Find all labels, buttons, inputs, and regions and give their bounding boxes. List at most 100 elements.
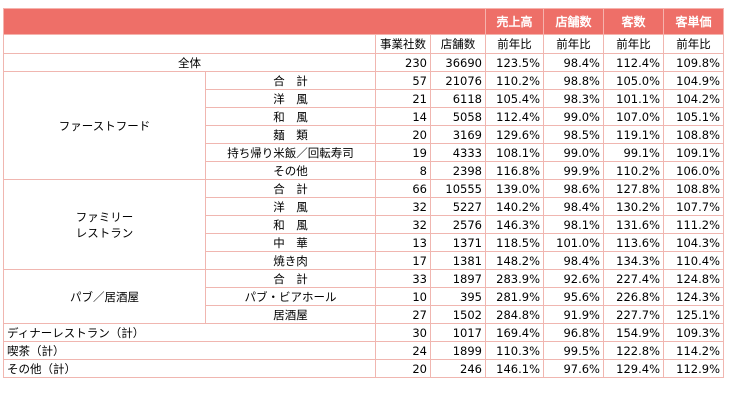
cell-companies: 30 xyxy=(375,323,431,342)
cell-stores: 246 xyxy=(430,359,486,378)
cell-customers-yoy: 227.4% xyxy=(603,269,664,288)
group-label-family-restaurant: ファミリー レストラン xyxy=(3,179,206,270)
cell-customers-yoy: 105.0% xyxy=(603,71,664,90)
cell-companies: 33 xyxy=(375,269,431,288)
header-row: 売上高 店舗数 客数 客単価 xyxy=(3,8,724,35)
row-label: その他 xyxy=(205,161,376,180)
cell-customers-yoy: 110.2% xyxy=(603,161,664,180)
row-label: 合 計 xyxy=(205,269,376,288)
cell-sales-yoy: 146.1% xyxy=(485,359,544,378)
row-label: 持ち帰り米飯／回転寿司 xyxy=(205,143,376,162)
cell-unit-price-yoy: 124.3% xyxy=(663,287,724,306)
group-label-line1: ファミリー xyxy=(75,209,134,224)
cell-stores-yoy: 98.4% xyxy=(543,251,604,270)
cell-stores-yoy: 92.6% xyxy=(543,269,604,288)
cell-stores: 1381 xyxy=(430,251,486,270)
cell-companies: 17 xyxy=(375,251,431,270)
cell-stores: 395 xyxy=(430,287,486,306)
cell-customers-yoy: 113.6% xyxy=(603,233,664,252)
cell-sales-yoy: 139.0% xyxy=(485,179,544,198)
cell-companies: 8 xyxy=(375,161,431,180)
cell-stores: 6118 xyxy=(430,89,486,108)
row-label: 洋 風 xyxy=(205,197,376,216)
cell-sales-yoy: 281.9% xyxy=(485,287,544,306)
table-row: 麺 類 20 3169 129.6% 98.5% 119.1% 108.8% xyxy=(4,125,724,144)
cell-unit-price-yoy: 104.2% xyxy=(663,89,724,108)
cell-sales-yoy: 140.2% xyxy=(485,197,544,216)
cell-sales-yoy: 283.9% xyxy=(485,269,544,288)
cell-sales-yoy: 110.3% xyxy=(485,341,544,360)
cell-customers-yoy: 226.8% xyxy=(603,287,664,306)
cell-customers-yoy: 154.9% xyxy=(603,323,664,342)
group-label-fast-food: ファーストフード xyxy=(3,71,206,180)
table-row: ディナーレストラン（計） 30 1017 169.4% 96.8% 154.9%… xyxy=(3,323,724,342)
cell-unit-price-yoy: 106.0% xyxy=(663,161,724,180)
cell-unit-price-yoy: 114.2% xyxy=(663,341,724,360)
cell-companies: 21 xyxy=(375,89,431,108)
row-label: その他（計） xyxy=(3,359,376,378)
cell-stores: 2398 xyxy=(430,161,486,180)
cell-stores-yoy: 96.8% xyxy=(543,323,604,342)
cell-sales-yoy: 284.8% xyxy=(485,305,544,324)
cell-stores-yoy: 98.8% xyxy=(543,71,604,90)
cell-stores-yoy: 98.1% xyxy=(543,215,604,234)
cell-customers-yoy: 129.4% xyxy=(603,359,664,378)
cell-stores-yoy: 98.3% xyxy=(543,89,604,108)
cell-sales-yoy: 146.3% xyxy=(485,215,544,234)
cell-companies: 230 xyxy=(375,53,431,72)
cell-stores: 36690 xyxy=(430,53,486,72)
cell-unit-price-yoy: 109.8% xyxy=(663,53,724,72)
group-label-pub: パブ／居酒屋 xyxy=(3,269,206,324)
cell-sales-yoy: 129.6% xyxy=(485,125,544,144)
row-label: 合 計 xyxy=(205,179,376,198)
cell-customers-yoy: 112.4% xyxy=(603,53,664,72)
subheader-blank xyxy=(3,34,376,54)
cell-stores: 2576 xyxy=(430,215,486,234)
cell-companies: 27 xyxy=(375,305,431,324)
cell-unit-price-yoy: 111.2% xyxy=(663,215,724,234)
top-strip xyxy=(0,0,737,8)
cell-companies: 20 xyxy=(375,359,431,378)
cell-companies: 19 xyxy=(375,143,431,162)
row-label: 麺 類 xyxy=(205,125,376,144)
cell-customers-yoy: 127.8% xyxy=(603,179,664,198)
cell-customers-yoy: 119.1% xyxy=(603,125,664,144)
cell-unit-price-yoy: 109.3% xyxy=(663,323,724,342)
table-row: ファミリー レストラン 合 計 66 10555 139.0% 98.6% 12… xyxy=(3,179,724,270)
table-row: 洋 風 32 5227 140.2% 98.4% 130.2% 107.7% xyxy=(4,197,724,216)
cell-unit-price-yoy: 125.1% xyxy=(663,305,724,324)
cell-customers-yoy: 131.6% xyxy=(603,215,664,234)
cell-companies: 32 xyxy=(375,215,431,234)
header-sales: 売上高 xyxy=(485,8,544,35)
cell-unit-price-yoy: 104.9% xyxy=(663,71,724,90)
cell-stores: 10555 xyxy=(430,179,486,198)
cell-unit-price-yoy: 109.1% xyxy=(663,143,724,162)
row-label: 和 風 xyxy=(205,215,376,234)
cell-customers-yoy: 101.1% xyxy=(603,89,664,108)
cell-sales-yoy: 123.5% xyxy=(485,53,544,72)
cell-stores: 1897 xyxy=(430,269,486,288)
cell-unit-price-yoy: 105.1% xyxy=(663,107,724,126)
cell-sales-yoy: 110.2% xyxy=(485,71,544,90)
subheader-yoy-stores: 前年比 xyxy=(543,34,604,54)
table-row: 喫茶（計） 24 1899 110.3% 99.5% 122.8% 114.2% xyxy=(3,341,724,360)
cell-stores: 4333 xyxy=(430,143,486,162)
cell-companies: 13 xyxy=(375,233,431,252)
cell-customers-yoy: 130.2% xyxy=(603,197,664,216)
cell-unit-price-yoy: 124.8% xyxy=(663,269,724,288)
cell-sales-yoy: 105.4% xyxy=(485,89,544,108)
cell-unit-price-yoy: 112.9% xyxy=(663,359,724,378)
cell-stores: 5058 xyxy=(430,107,486,126)
subheader-yoy-sales: 前年比 xyxy=(485,34,544,54)
cell-customers-yoy: 122.8% xyxy=(603,341,664,360)
cell-unit-price-yoy: 107.7% xyxy=(663,197,724,216)
row-label: 居酒屋 xyxy=(205,305,376,324)
cell-unit-price-yoy: 104.3% xyxy=(663,233,724,252)
cell-stores-yoy: 99.5% xyxy=(543,341,604,360)
cell-companies: 24 xyxy=(375,341,431,360)
table-row: その他 8 2398 116.8% 99.9% 110.2% 106.0% xyxy=(4,161,724,180)
cell-stores: 1371 xyxy=(430,233,486,252)
cell-companies: 20 xyxy=(375,125,431,144)
row-label: 全体 xyxy=(3,53,376,72)
cell-sales-yoy: 169.4% xyxy=(485,323,544,342)
